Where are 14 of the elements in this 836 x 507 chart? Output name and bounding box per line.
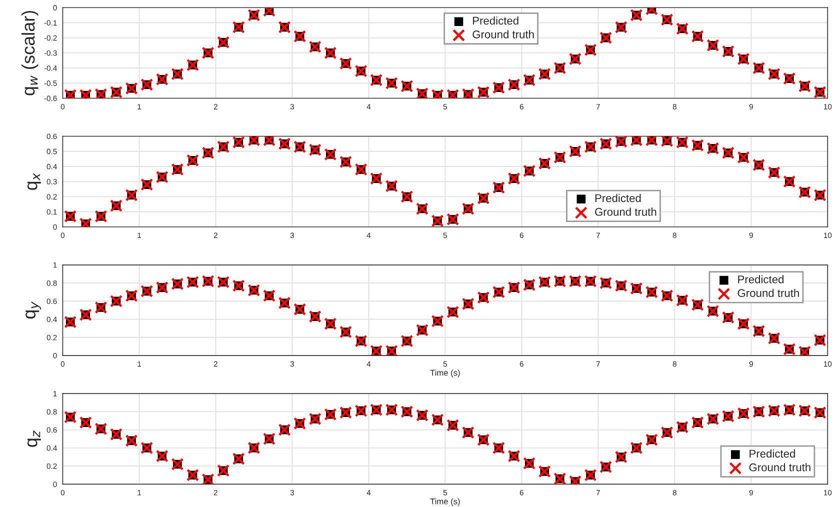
legend-label: Ground truth bbox=[472, 30, 534, 38]
x-axis-title: Time (s) bbox=[430, 370, 460, 378]
legend-label: Predicted bbox=[473, 16, 518, 25]
y-axis-title: q$_{z}$ bbox=[27, 430, 41, 447]
y-axis-title: q$_{y}$ bbox=[26, 302, 41, 319]
y-axis-title: q$_{x}$ bbox=[27, 172, 41, 190]
legend-label: Ground truth bbox=[595, 208, 656, 216]
legend-label: Predicted bbox=[738, 275, 784, 284]
legend-label: Predicted bbox=[595, 194, 641, 202]
legend-label: Ground truth bbox=[749, 463, 810, 472]
legend-label: Ground truth bbox=[738, 288, 799, 298]
legend-label: Predicted bbox=[750, 449, 795, 458]
x-axis-title: Time (s) bbox=[430, 498, 460, 506]
y-axis-title: q$_{w}$ (scalar) bbox=[21, 10, 38, 96]
